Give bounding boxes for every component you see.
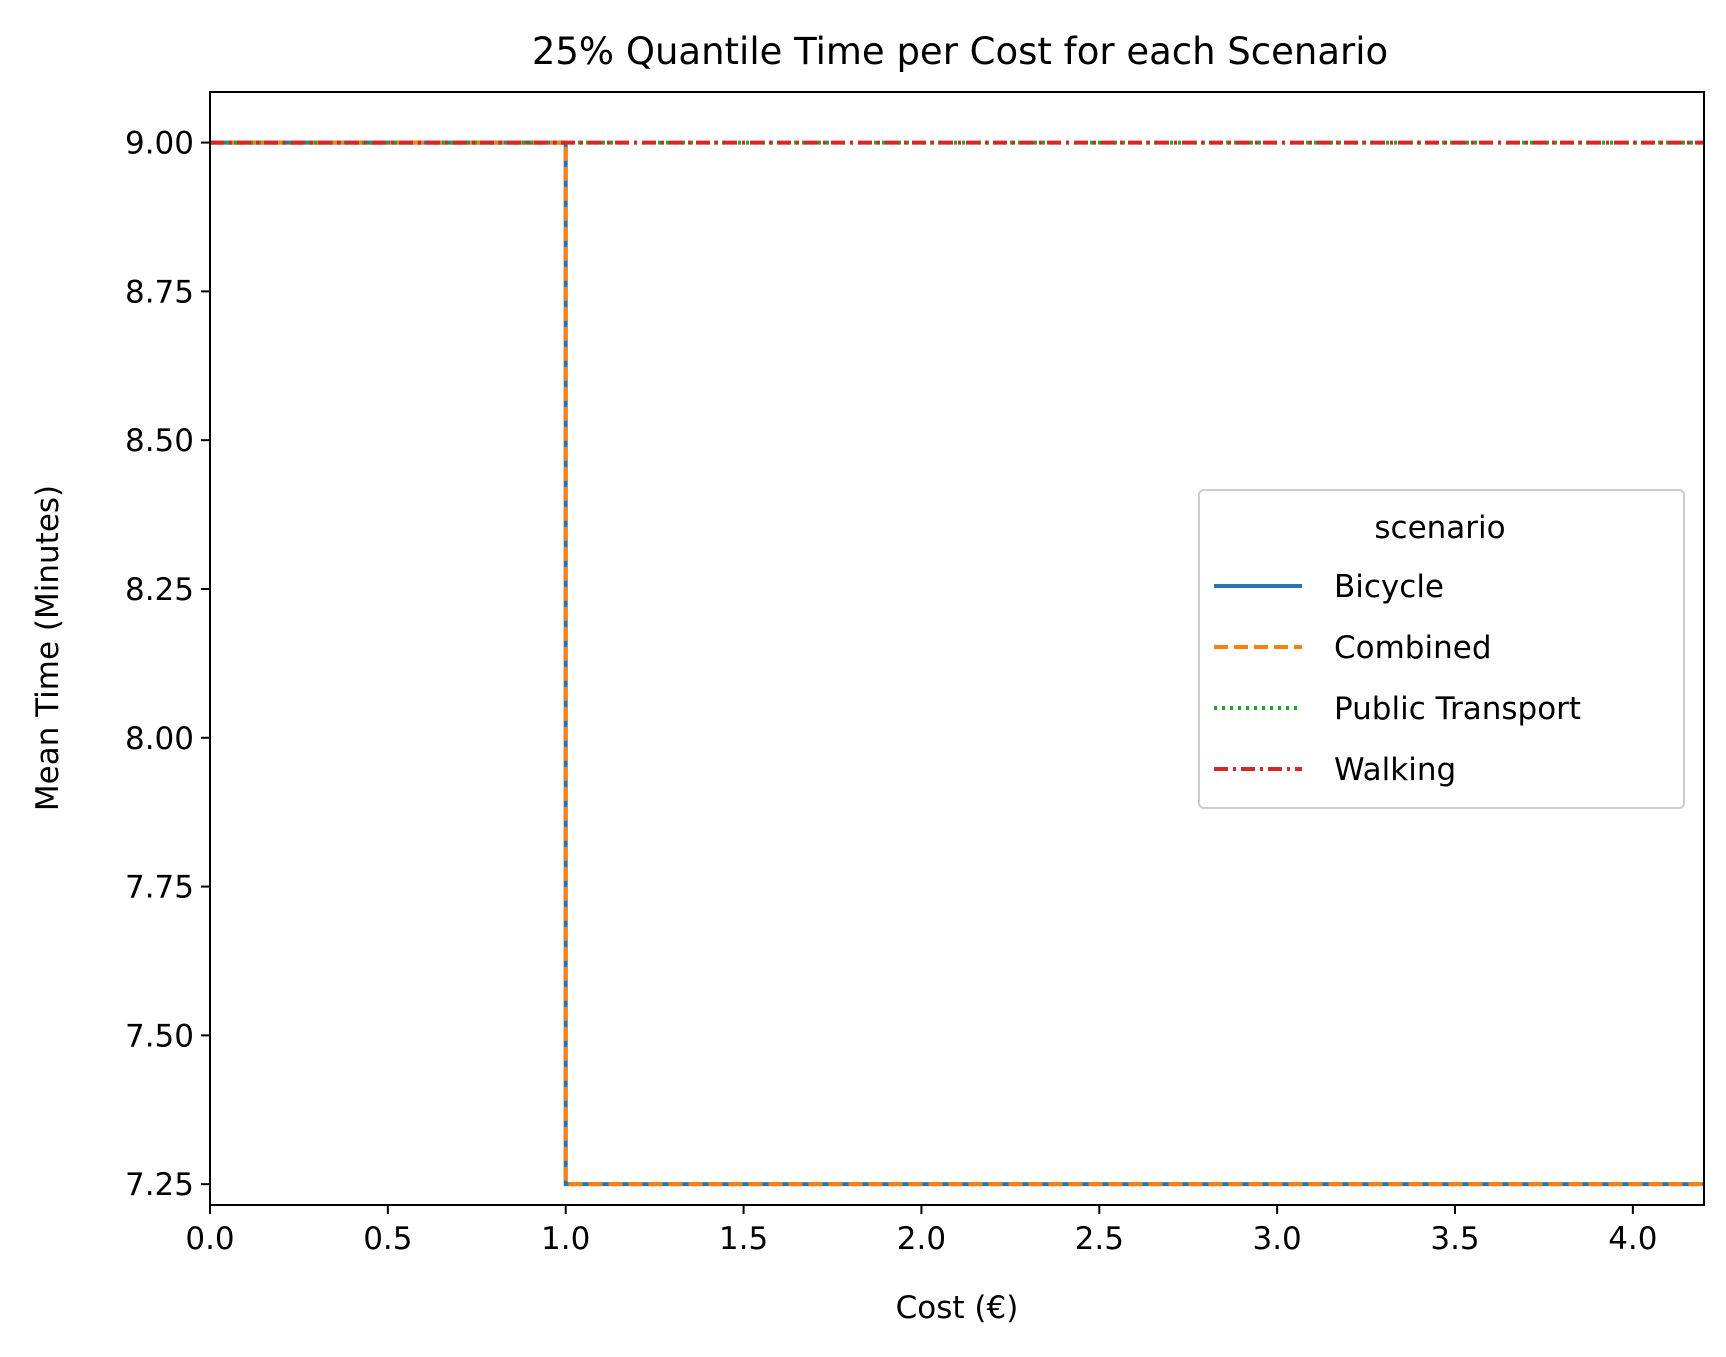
series-line-combined: [210, 140, 1704, 1187]
y-tick-label: 7.75: [125, 870, 194, 906]
y-tick-label: 8.25: [125, 572, 194, 608]
y-tick-label: 8.50: [125, 423, 194, 459]
x-tick-label: 2.5: [1075, 1221, 1124, 1257]
x-tick-label: 3.0: [1252, 1221, 1301, 1257]
series-layer: [210, 140, 1704, 1187]
legend-box: [1198, 489, 1685, 809]
y-tick-label: 7.50: [125, 1018, 194, 1054]
legend-label: Bicycle: [1334, 569, 1444, 605]
chart-title: 25% Quantile Time per Cost for each Scen…: [532, 30, 1388, 73]
x-tick-label: 0.5: [363, 1221, 412, 1257]
x-axis-label: Cost (€): [896, 1290, 1019, 1326]
y-tick-label: 8.75: [125, 274, 194, 310]
plot-frame: [209, 91, 1705, 1206]
x-tick-label: 1.0: [541, 1221, 590, 1257]
legend-title: scenario: [1374, 510, 1505, 546]
x-tick-label: 4.0: [1608, 1221, 1657, 1257]
y-axis: 7.25 7.50 7.75 8.00 8.25 8.50 8.75 9.00: [125, 126, 210, 1203]
x-tick-label: 1.5: [719, 1221, 768, 1257]
x-tick-label: 2.0: [897, 1221, 946, 1257]
y-tick-label: 8.00: [125, 721, 194, 757]
legend-label: Combined: [1334, 630, 1492, 666]
y-tick-label: 9.00: [125, 126, 194, 162]
x-tick-label: 3.5: [1430, 1221, 1479, 1257]
y-axis-label: Mean Time (Minutes): [30, 485, 66, 811]
legend: scenario Bicycle Combined Public Transport…: [1198, 489, 1685, 809]
y-tick-label: 7.25: [125, 1167, 194, 1203]
legend-label: Public Transport: [1334, 691, 1581, 727]
x-tick-label: 0.0: [185, 1221, 234, 1257]
legend-label: Walking: [1334, 752, 1456, 788]
x-axis: 0.0 0.5 1.0 1.5 2.0 2.5 3.0 3.5 4.0: [185, 1205, 1658, 1257]
